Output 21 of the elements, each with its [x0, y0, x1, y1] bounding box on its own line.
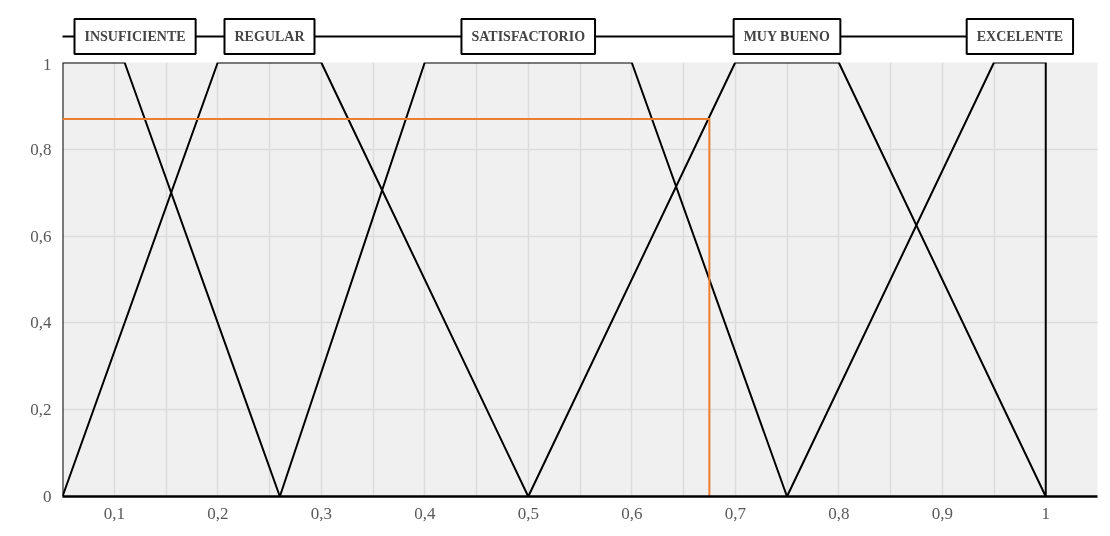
- x-tick-label: 0,6: [621, 503, 643, 523]
- x-tick-label: 0,4: [414, 503, 436, 523]
- x-tick-label: 0,8: [828, 503, 850, 523]
- y-tick-label: 0,4: [30, 313, 52, 333]
- x-tick-label: 1: [1041, 503, 1050, 523]
- series-label: INSUFICIENTE: [84, 28, 186, 44]
- y-tick-label: 0,8: [30, 139, 52, 159]
- y-tick-label: 1: [43, 54, 52, 74]
- series-label: MUY BUENO: [743, 28, 830, 44]
- series-label: REGULAR: [234, 28, 306, 44]
- series-label: SATISFACTORIO: [471, 28, 586, 44]
- x-tick-label: 0,7: [724, 503, 747, 523]
- x-tick-label: 0,3: [310, 503, 332, 523]
- y-tick-label: 0,6: [30, 226, 52, 246]
- x-tick-label: 0,1: [103, 503, 125, 523]
- x-tick-label: 0,5: [517, 503, 539, 523]
- x-tick-label: 0,9: [931, 503, 953, 523]
- x-tick-label: 0,2: [207, 503, 229, 523]
- y-tick-label: 0,2: [30, 400, 52, 420]
- series-label: EXCELENTE: [976, 28, 1064, 44]
- y-tick-label: 0: [43, 487, 52, 506]
